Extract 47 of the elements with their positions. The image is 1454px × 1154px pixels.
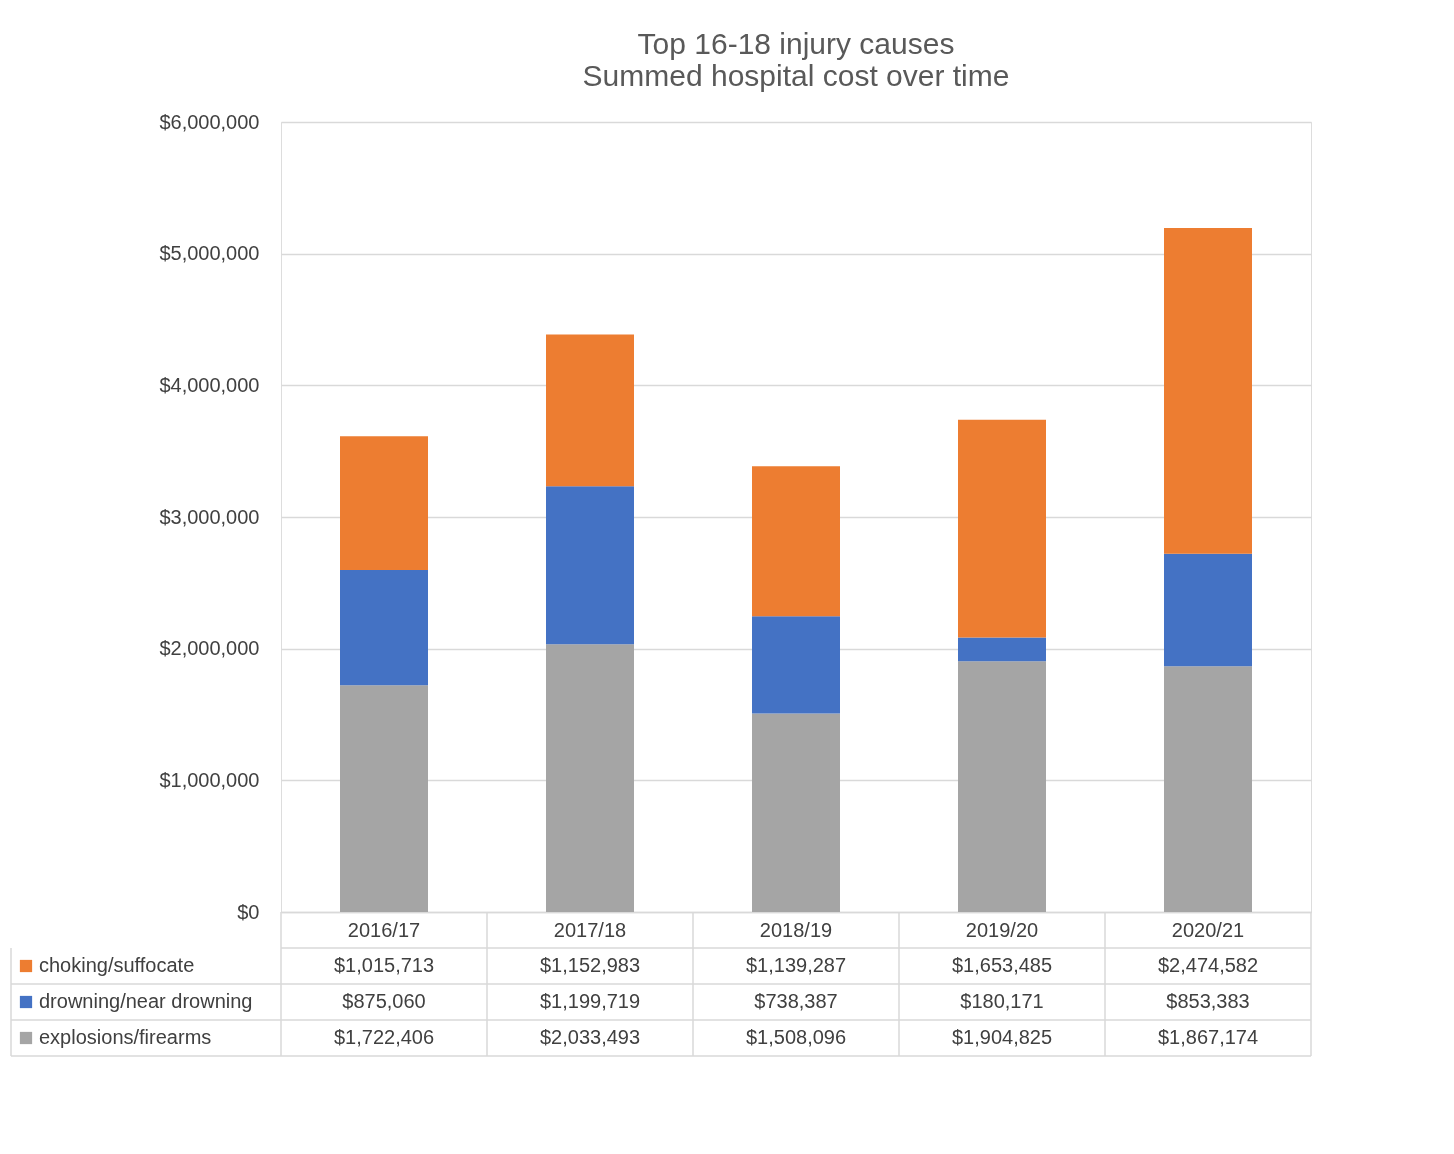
data-label: $1,867,174 [1157,1026,1259,1048]
bar [752,466,840,617]
data-label: $1,139,287 [745,954,847,976]
x-tick-label: 2017/18 [553,918,627,941]
data-label: $1,015,713 [333,954,435,976]
bar [340,685,428,912]
legend-label: explosions/firearms [39,1026,212,1048]
bar [546,334,634,487]
bar [1164,666,1252,912]
text: Summed hospital cost over time [582,59,1010,92]
bar [1164,227,1252,554]
bar [958,419,1046,638]
bar [340,570,428,686]
data-label: $1,904,825 [951,1026,1053,1048]
bar [1164,553,1252,667]
x-tick-label: 2016/17 [347,918,421,941]
y-tick-label: $0 [237,900,260,923]
x-tick-label: 2018/19 [759,918,833,941]
bar [752,713,840,912]
legend-label: choking/suffocate [39,954,195,976]
data-label: $2,033,493 [539,1026,641,1048]
data-label: $1,508,096 [745,1026,847,1048]
data-label: $1,653,485 [951,954,1053,976]
data-label: $1,722,406 [333,1026,435,1048]
data-label: $853,383 [1166,990,1250,1012]
data-label: $738,387 [754,990,838,1012]
bar [752,616,840,714]
data-label: $1,152,983 [539,954,641,976]
y-tick-label: $4,000,000 [159,373,260,396]
bar [340,436,428,570]
y-tick-label: $6,000,000 [159,110,260,133]
data-label: $1,199,719 [539,990,641,1012]
data-label: $875,060 [342,990,426,1012]
y-tick-label: $3,000,000 [159,505,260,528]
legend-label: drowning/near drowning [39,990,253,1012]
x-tick-label: 2019/20 [965,918,1039,941]
bar [546,644,634,912]
y-tick-label: $5,000,000 [159,242,260,265]
y-tick-label: $1,000,000 [159,768,260,791]
y-tick-label: $2,000,000 [159,637,260,660]
x-tick-label: 2020/21 [1171,918,1245,941]
text: Top 16-18 injury causes [637,27,955,60]
bar [546,486,634,645]
data-label: $180,171 [960,990,1044,1012]
bar [958,637,1046,662]
bar [958,661,1046,912]
data-label: $2,474,582 [1157,954,1259,976]
